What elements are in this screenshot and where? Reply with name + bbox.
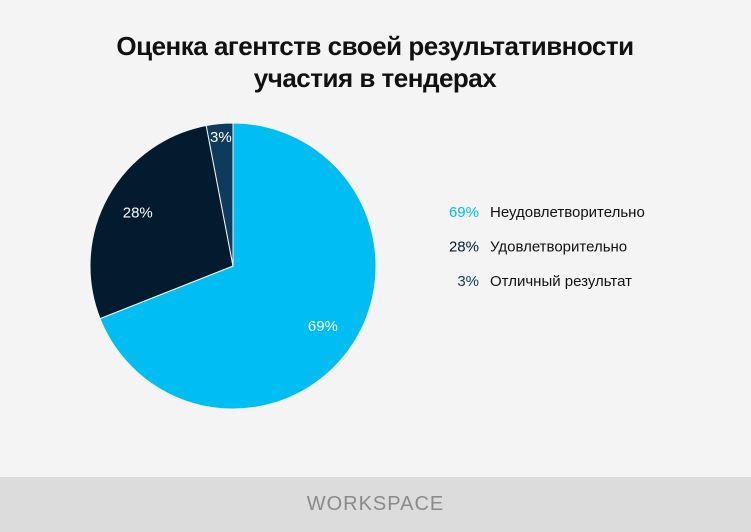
legend-label: Удовлетворительно bbox=[490, 238, 627, 255]
chart: 69% 28% 3% 69% Неудовлетворительно 28% Удовлет… bbox=[89, 122, 645, 410]
legend-value: 3% bbox=[457, 273, 479, 290]
slice-label: 69% bbox=[308, 318, 338, 335]
legend-value: 69% bbox=[449, 204, 479, 221]
pie-slice bbox=[99, 122, 377, 410]
legend-label: Неудовлетворительно bbox=[490, 204, 645, 221]
pie-slice bbox=[205, 122, 234, 267]
pie-slice bbox=[89, 124, 234, 320]
footer: WORKSPACE bbox=[0, 477, 751, 532]
legend-value: 28% bbox=[449, 238, 479, 255]
footer-logo: WORKSPACE bbox=[306, 493, 445, 515]
slice-label: 28% bbox=[123, 205, 153, 222]
legend-label: Отличный результат bbox=[490, 273, 632, 290]
chart-title: Оценка агентств своей результативности у… bbox=[116, 31, 634, 93]
slice-label: 3% bbox=[210, 129, 232, 146]
